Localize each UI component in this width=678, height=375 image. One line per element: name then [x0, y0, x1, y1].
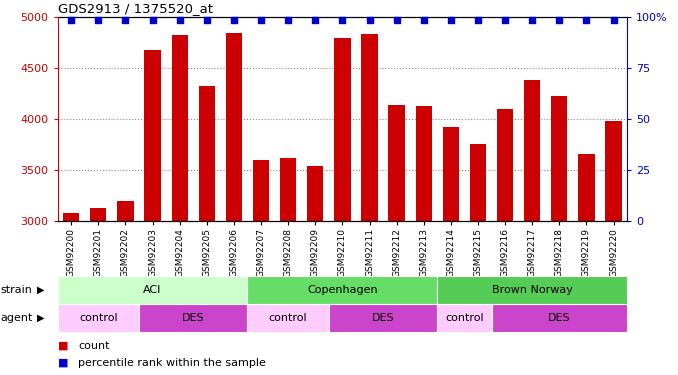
Bar — [307, 166, 323, 221]
Bar — [117, 201, 134, 221]
Point — [391, 17, 402, 23]
Point — [608, 17, 619, 23]
Bar — [361, 34, 378, 221]
Bar — [139, 304, 247, 332]
Text: ACI: ACI — [143, 285, 162, 295]
Bar — [437, 304, 492, 332]
Point — [93, 17, 104, 23]
Text: agent: agent — [1, 313, 33, 323]
Point — [418, 17, 429, 23]
Bar — [443, 127, 459, 221]
Bar — [437, 276, 627, 304]
Bar — [144, 50, 161, 221]
Bar — [280, 158, 296, 221]
Text: control: control — [269, 313, 307, 323]
Point — [554, 17, 565, 23]
Bar — [416, 106, 432, 221]
Text: ■: ■ — [58, 341, 68, 351]
Point — [337, 17, 348, 23]
Text: percentile rank within the sample: percentile rank within the sample — [78, 358, 266, 368]
Point — [310, 17, 321, 23]
Point — [500, 17, 511, 23]
Bar — [253, 160, 269, 221]
Text: control: control — [79, 313, 117, 323]
Bar — [492, 304, 627, 332]
Bar — [226, 33, 242, 221]
Point — [256, 17, 266, 23]
Bar — [388, 105, 405, 221]
Text: DES: DES — [182, 313, 205, 323]
Bar — [58, 276, 247, 304]
Bar — [58, 304, 139, 332]
Point — [581, 17, 592, 23]
Point — [364, 17, 375, 23]
Point — [120, 17, 131, 23]
Bar — [172, 35, 188, 221]
Text: Brown Norway: Brown Norway — [492, 285, 573, 295]
Point — [228, 17, 239, 23]
Bar — [334, 38, 351, 221]
Point — [283, 17, 294, 23]
Text: DES: DES — [372, 313, 395, 323]
Text: DES: DES — [548, 313, 571, 323]
Bar — [63, 213, 79, 221]
Point — [147, 17, 158, 23]
Bar — [470, 144, 486, 221]
Text: ■: ■ — [58, 358, 68, 368]
Text: GDS2913 / 1375520_at: GDS2913 / 1375520_at — [58, 2, 213, 15]
Bar — [90, 208, 106, 221]
Text: count: count — [78, 341, 109, 351]
Bar — [247, 304, 329, 332]
Bar — [497, 109, 513, 221]
Bar — [247, 276, 437, 304]
Point — [66, 17, 77, 23]
Text: Copenhagen: Copenhagen — [307, 285, 378, 295]
Text: control: control — [445, 313, 483, 323]
Bar — [329, 304, 437, 332]
Bar — [199, 86, 215, 221]
Text: ▶: ▶ — [37, 285, 45, 295]
Bar — [605, 121, 622, 221]
Bar — [578, 154, 595, 221]
Point — [201, 17, 212, 23]
Point — [445, 17, 456, 23]
Text: strain: strain — [1, 285, 33, 295]
Point — [174, 17, 185, 23]
Point — [527, 17, 538, 23]
Point — [473, 17, 483, 23]
Bar — [524, 80, 540, 221]
Text: ▶: ▶ — [37, 313, 45, 323]
Bar — [551, 96, 567, 221]
